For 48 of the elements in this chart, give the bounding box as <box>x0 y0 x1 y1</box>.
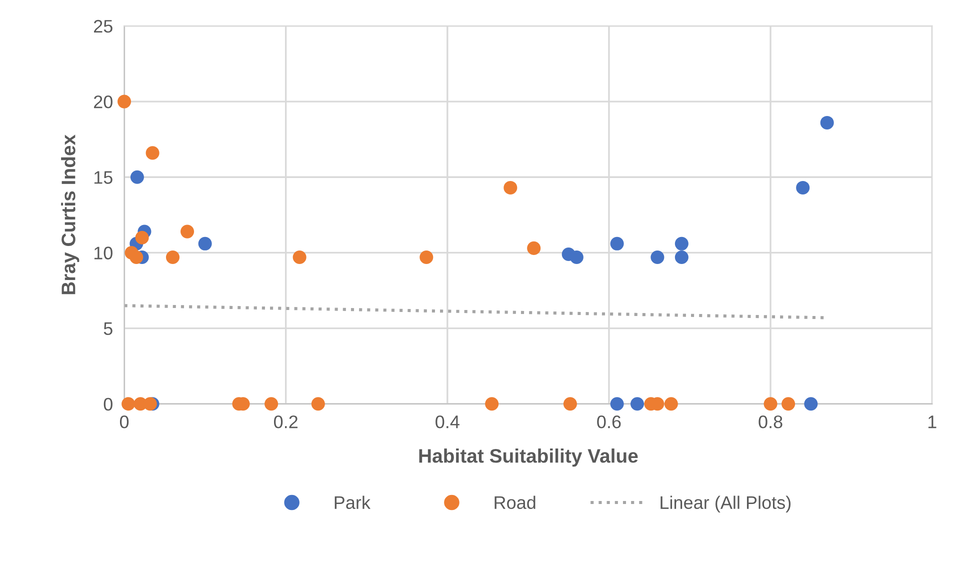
point <box>420 250 434 264</box>
y-tick-label: 15 <box>94 171 112 184</box>
point <box>166 250 180 264</box>
y-tick-label: 25 <box>94 20 112 33</box>
point <box>764 397 778 411</box>
legend-label: Linear (All Plots) <box>660 496 791 513</box>
point <box>130 170 144 184</box>
point <box>563 397 577 411</box>
point <box>527 241 541 255</box>
point <box>674 250 688 264</box>
point <box>664 397 678 411</box>
y-tick-label: 5 <box>104 322 112 336</box>
x-axis-title: Habitat Suitability Value <box>419 448 638 467</box>
point <box>292 250 306 264</box>
point <box>130 250 144 264</box>
point <box>650 250 664 264</box>
point <box>311 397 325 411</box>
x-tick-label: 0.2 <box>274 415 298 428</box>
y-tick-label: 0 <box>104 398 112 411</box>
point <box>146 146 160 160</box>
point <box>504 180 518 194</box>
point <box>820 116 834 130</box>
point <box>122 397 136 411</box>
point <box>610 236 624 250</box>
y-tick-label: 20 <box>94 95 112 108</box>
point <box>782 397 796 411</box>
point <box>570 250 584 264</box>
point <box>796 180 810 194</box>
point <box>804 397 818 411</box>
x-tick-label: 0.4 <box>436 415 460 428</box>
point <box>198 236 212 250</box>
point <box>485 397 499 411</box>
x-tick-label: 0 <box>120 415 129 428</box>
point <box>630 397 644 411</box>
point <box>135 230 149 244</box>
x-tick-label: 1 <box>928 416 936 428</box>
legend-label: Road <box>494 496 536 509</box>
y-tick-label: 10 <box>94 246 112 260</box>
point <box>610 397 624 411</box>
y-axis-title: Bray Curtis Index <box>61 134 80 294</box>
point <box>264 397 278 411</box>
point <box>118 94 132 108</box>
point <box>180 224 194 238</box>
legend-label: Park <box>334 496 370 509</box>
point <box>143 397 157 411</box>
x-tick-label: 0.8 <box>758 415 782 428</box>
point <box>674 236 688 250</box>
x-tick-label: 0.6 <box>597 415 621 428</box>
